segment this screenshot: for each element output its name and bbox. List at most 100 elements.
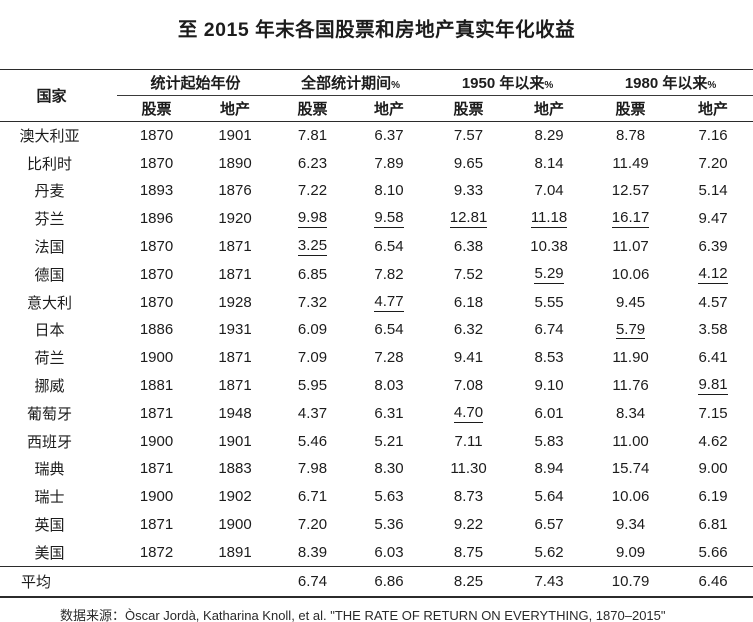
country-cell: 丹麦 xyxy=(34,183,65,201)
value-cell: 9.65 xyxy=(453,154,484,172)
value-cell: 9.34 xyxy=(615,516,646,534)
value-cell: 1901 xyxy=(218,432,252,450)
average-value: 6.86 xyxy=(351,565,428,599)
value-cell: 11.00 xyxy=(612,432,649,450)
value-cell: 5.62 xyxy=(534,543,564,561)
value-cell: 1900 xyxy=(139,349,174,367)
value-cell: 8.78 xyxy=(615,127,646,145)
subheader-housing: 地产 xyxy=(673,95,753,122)
value-cell: 7.20 xyxy=(698,154,728,172)
subheader-stocks: 股票 xyxy=(588,95,674,122)
value-cell: 7.09 xyxy=(297,349,328,367)
table-row: 西班牙 1900 1901 5.46 5.21 7.11 5.83 11.00 4.62 xyxy=(0,427,753,455)
underlined-value: 4.70 xyxy=(453,403,484,423)
country-cell: 意大利 xyxy=(26,294,72,312)
underlined-value: 16.17 xyxy=(611,209,650,229)
table-row: 荷兰 1900 1871 7.09 7.28 9.41 8.53 11.90 6.41 xyxy=(0,344,753,372)
country-cell: 葡萄牙 xyxy=(26,405,72,423)
value-cell: 9.45 xyxy=(615,293,646,311)
table-row: 美国 1872 1891 8.39 6.03 8.75 5.62 9.09 5.66 xyxy=(0,538,753,566)
value-cell: 9.47 xyxy=(698,210,728,228)
value-cell: 7.11 xyxy=(454,432,483,450)
table-row: 丹麦 1893 1876 7.22 8.10 9.33 7.04 12.57 5.14 xyxy=(0,177,753,205)
value-cell: 1928 xyxy=(218,293,252,311)
value-cell: 11.18 xyxy=(510,205,588,233)
value-cell: 1893 xyxy=(139,182,174,200)
average-value: 8.25 xyxy=(427,565,511,599)
value-cell: 7.57 xyxy=(453,127,484,145)
value-cell: 1948 xyxy=(218,404,252,422)
average-value: 10.79 xyxy=(588,565,674,599)
group-header-since-1950: 1950 年以来% xyxy=(427,69,589,96)
country-cell: 法国 xyxy=(34,239,65,257)
value-cell: 7.81 xyxy=(297,127,328,145)
value-cell: 8.29 xyxy=(534,127,564,145)
value-cell: 5.63 xyxy=(374,488,404,506)
value-cell: 4.37 xyxy=(297,404,328,422)
value-cell: 6.85 xyxy=(297,265,328,283)
value-cell: 11.30 xyxy=(450,460,487,478)
value-cell: 6.01 xyxy=(534,404,564,422)
value-cell: 1876 xyxy=(218,182,252,200)
value-cell: 10.38 xyxy=(530,238,568,256)
value-cell: 11.90 xyxy=(612,349,649,367)
value-cell: 6.38 xyxy=(453,238,484,256)
value-cell: 5.95 xyxy=(297,377,328,395)
value-cell: 4.12 xyxy=(673,260,753,288)
country-cell: 比利时 xyxy=(26,155,72,173)
subheader-stocks: 股票 xyxy=(427,95,511,122)
value-cell: 6.23 xyxy=(297,154,328,172)
value-cell: 1890 xyxy=(218,154,252,172)
value-cell: 4.62 xyxy=(698,432,728,450)
value-cell: 8.73 xyxy=(453,488,484,506)
average-value: 6.46 xyxy=(673,565,753,599)
country-cell: 西班牙 xyxy=(26,433,72,451)
group-label: 1950 年以来 xyxy=(461,75,545,92)
value-cell: 9.22 xyxy=(453,516,484,534)
value-cell: 1901 xyxy=(218,127,252,145)
value-cell: 1870 xyxy=(139,238,174,256)
value-cell: 1900 xyxy=(139,432,174,450)
value-cell: 5.36 xyxy=(374,516,404,534)
value-cell: 5.46 xyxy=(297,432,328,450)
table-row: 法国 1870 1871 3.25 6.54 6.38 10.38 11.07 6.39 xyxy=(0,233,753,261)
value-cell: 11.49 xyxy=(612,154,649,172)
average-value xyxy=(117,565,196,599)
subheader-stocks: 股票 xyxy=(274,95,352,122)
value-cell: 1871 xyxy=(218,265,252,283)
value-cell: 6.39 xyxy=(698,238,728,256)
underlined-value: 3.25 xyxy=(297,237,328,256)
value-cell: 7.28 xyxy=(374,349,404,367)
table-row: 英国 1871 1900 7.20 5.36 9.22 6.57 9.34 6.81 xyxy=(0,511,753,539)
value-cell: 6.41 xyxy=(698,349,728,367)
value-cell: 9.58 xyxy=(351,205,427,233)
value-cell: 1920 xyxy=(218,210,252,228)
value-cell: 9.33 xyxy=(453,182,484,200)
country-cell: 芬兰 xyxy=(34,211,65,229)
value-cell: 11.07 xyxy=(612,238,649,256)
value-cell: 5.29 xyxy=(510,260,588,288)
value-cell: 5.55 xyxy=(534,293,564,311)
value-cell: 7.32 xyxy=(297,293,328,311)
table-header-subcolumns: 股票 地产 股票 地产 股票 地产 股票 地产 xyxy=(0,95,753,122)
value-cell: 5.21 xyxy=(374,432,404,450)
value-cell: 8.75 xyxy=(453,543,484,561)
table-footer: 平均 6.74 6.86 8.25 7.43 10.79 6.46 xyxy=(0,565,753,599)
value-cell: 1883 xyxy=(218,460,252,478)
underlined-value: 9.81 xyxy=(698,376,728,395)
table-row: 瑞士 1900 1902 6.71 5.63 8.73 5.64 10.06 6.19 xyxy=(0,483,753,511)
underlined-value: 4.12 xyxy=(698,264,728,284)
average-label: 平均 xyxy=(0,565,117,599)
value-cell: 3.25 xyxy=(274,233,351,261)
value-cell: 9.00 xyxy=(698,460,728,478)
country-cell: 荷兰 xyxy=(34,350,65,368)
value-cell: 8.14 xyxy=(534,154,564,172)
value-cell: 6.31 xyxy=(374,404,404,422)
percent-mark: % xyxy=(544,80,554,91)
value-cell: 3.58 xyxy=(698,321,728,339)
value-cell: 6.57 xyxy=(534,516,564,534)
table-row: 芬兰 1896 1920 9.98 9.58 12.81 11.18 16.17 9.47 xyxy=(0,205,753,233)
group-header-since-1980: 1980 年以来% xyxy=(588,69,753,96)
value-cell: 1872 xyxy=(139,543,174,561)
